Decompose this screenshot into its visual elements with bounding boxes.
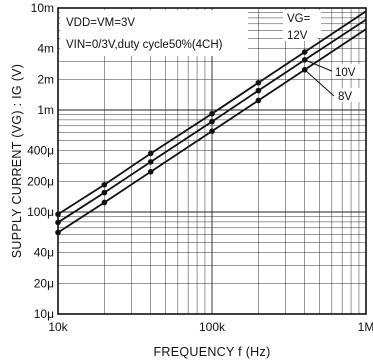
series-point-10V bbox=[101, 189, 108, 196]
annotation-vdd: VDD=VM=3V bbox=[66, 17, 135, 29]
legend-box-10v bbox=[332, 64, 362, 78]
legend-box-8v bbox=[334, 88, 360, 102]
series-point-10V bbox=[255, 87, 262, 94]
y-tick-label: 20μ bbox=[34, 276, 54, 290]
legend: 12V 10V 8V bbox=[283, 27, 362, 103]
y-tick-label: 10m bbox=[31, 1, 54, 15]
annotation-vin: VIN=0/3V,duty cycle50%(4CH) bbox=[66, 39, 223, 51]
y-tick-label: 4m bbox=[37, 42, 54, 56]
series-point-8V bbox=[209, 128, 215, 134]
y-tick-label: 100μ bbox=[27, 205, 54, 219]
series-point-12V bbox=[301, 49, 308, 55]
legend-label-8v: 8V bbox=[338, 91, 352, 103]
x-tick-label: 1M bbox=[358, 320, 373, 334]
series-point-12V bbox=[209, 110, 215, 117]
y-tick-label: 200μ bbox=[27, 174, 54, 188]
x-tick-label: 10k bbox=[48, 320, 68, 334]
y-tick-label: 40μ bbox=[34, 246, 54, 260]
x-axis-label: FREQUENCY f (Hz) bbox=[153, 345, 270, 359]
tick-labels: 10k 100k 1M 10m 4m 2m 1m 400μ 200μ 100μ 40μ 20μ 10μ bbox=[27, 1, 373, 334]
y-axis-label: SUPPLY CURRENT (VG) : IG (V) bbox=[10, 64, 24, 259]
series-point-12V bbox=[147, 150, 154, 157]
series-point-10V bbox=[147, 159, 154, 165]
y-tick-label: 2m bbox=[37, 72, 54, 86]
series-point-8V bbox=[101, 199, 108, 206]
y-tick-label: 1m bbox=[37, 103, 54, 117]
legend-label-10v: 10V bbox=[335, 67, 356, 79]
x-tick-label: 100k bbox=[199, 320, 226, 334]
plot-frame bbox=[57, 7, 367, 315]
legend-box-12v bbox=[283, 27, 317, 41]
series-point-8V bbox=[147, 168, 154, 175]
legend-leader-8v bbox=[304, 69, 335, 97]
series-point-10V bbox=[209, 118, 215, 125]
y-tick-label: 400μ bbox=[27, 144, 54, 158]
y-tick-label: 10μ bbox=[34, 307, 54, 321]
legend-label-12v: 12V bbox=[287, 30, 308, 42]
series-point-12V bbox=[255, 79, 262, 86]
series-point-12V bbox=[101, 181, 108, 188]
annotation-box bbox=[60, 10, 248, 56]
legend-title: VG= bbox=[287, 13, 311, 25]
legend-leader-10v bbox=[304, 59, 335, 73]
series-point-8V bbox=[255, 97, 262, 104]
